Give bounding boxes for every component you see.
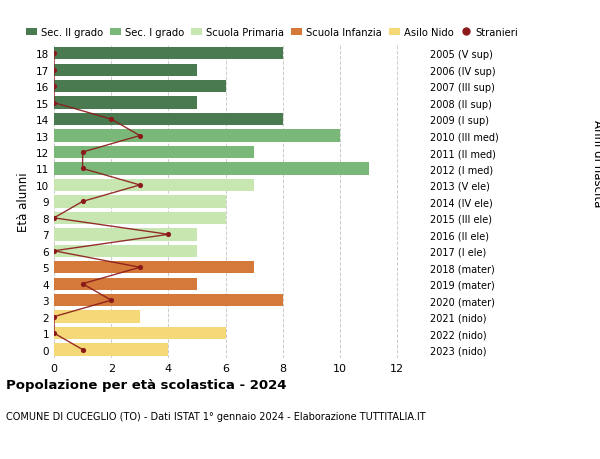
Point — [106, 116, 116, 123]
Point — [49, 50, 59, 58]
Point — [49, 67, 59, 74]
Bar — [54, 97, 197, 110]
Bar — [54, 163, 369, 175]
Point — [78, 165, 88, 173]
Bar — [54, 146, 254, 159]
Point — [135, 133, 145, 140]
Bar — [54, 344, 169, 356]
Point — [49, 247, 59, 255]
Bar — [54, 229, 197, 241]
Point — [49, 215, 59, 222]
Bar — [54, 245, 197, 257]
Text: COMUNE DI CUCEGLIO (TO) - Dati ISTAT 1° gennaio 2024 - Elaborazione TUTTITALIA.I: COMUNE DI CUCEGLIO (TO) - Dati ISTAT 1° … — [6, 411, 425, 421]
Point — [49, 83, 59, 90]
Text: Anni di nascita: Anni di nascita — [590, 119, 600, 207]
Bar — [54, 294, 283, 307]
Point — [78, 280, 88, 288]
Point — [164, 231, 173, 239]
Y-axis label: Età alunni: Età alunni — [17, 172, 31, 232]
Bar — [54, 81, 226, 93]
Point — [78, 198, 88, 206]
Bar — [54, 212, 226, 224]
Bar — [54, 196, 226, 208]
Point — [49, 330, 59, 337]
Point — [106, 297, 116, 304]
Bar — [54, 48, 283, 60]
Bar — [54, 114, 283, 126]
Legend: Sec. II grado, Sec. I grado, Scuola Primaria, Scuola Infanzia, Asilo Nido, Stran: Sec. II grado, Sec. I grado, Scuola Prim… — [26, 28, 518, 38]
Bar — [54, 130, 340, 142]
Bar — [54, 327, 226, 340]
Point — [49, 313, 59, 321]
Bar — [54, 262, 254, 274]
Point — [49, 100, 59, 107]
Bar — [54, 64, 197, 77]
Bar — [54, 311, 140, 323]
Point — [135, 182, 145, 189]
Bar — [54, 278, 197, 290]
Point — [78, 346, 88, 353]
Point — [135, 264, 145, 271]
Point — [78, 149, 88, 157]
Bar — [54, 179, 254, 192]
Text: Popolazione per età scolastica - 2024: Popolazione per età scolastica - 2024 — [6, 379, 287, 392]
